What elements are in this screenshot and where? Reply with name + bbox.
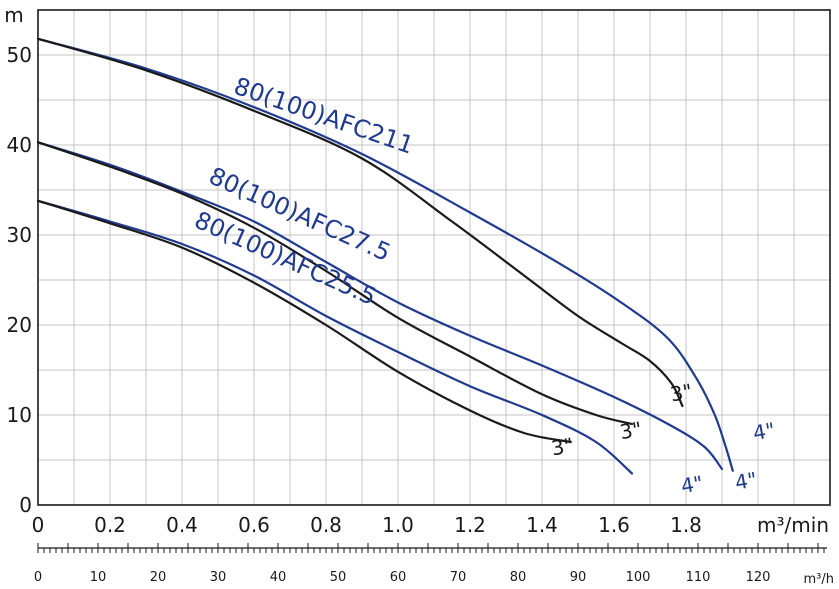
x-tick-label: 1.0 xyxy=(382,513,414,537)
x-tick-label: 0.4 xyxy=(166,513,198,537)
curve-labels: 80(100)AFC21180(100)AFC27.580(100)AFC25.… xyxy=(190,72,777,498)
secondary-axis-unit: m³/h xyxy=(804,572,835,587)
secondary-tick-label: 0 xyxy=(34,570,42,585)
secondary-x-axis: 0 10 20 30 40 50 60 70 80 90 100 110 120 xyxy=(34,543,827,585)
pipe-size-label: 3" xyxy=(550,433,576,460)
secondary-tick-label: 40 xyxy=(270,570,287,585)
y-axis-labels: 0 10 20 30 40 50 xyxy=(7,43,32,517)
y-tick-label: 40 xyxy=(7,133,32,157)
secondary-tick-label: 80 xyxy=(510,570,527,585)
secondary-tick-label: 60 xyxy=(390,570,407,585)
x-tick-label: 1.8 xyxy=(670,513,702,537)
curve-line xyxy=(36,37,684,408)
y-tick-label: 0 xyxy=(19,493,32,517)
curve-line xyxy=(36,199,572,444)
pipe-size-label: 3" xyxy=(668,379,694,406)
y-axis-unit: m xyxy=(4,3,23,27)
pipe-size-label: 3" xyxy=(618,417,644,444)
x-tick-label: 1.2 xyxy=(454,513,486,537)
y-tick-label: 30 xyxy=(7,223,32,247)
pipe-size-label: 4" xyxy=(679,471,705,498)
secondary-tick-label: 50 xyxy=(330,570,347,585)
performance-curves xyxy=(36,37,734,475)
x-tick-label: 0.2 xyxy=(94,513,126,537)
secondary-tick-label: 110 xyxy=(686,570,711,585)
y-tick-label: 10 xyxy=(7,403,32,427)
x-axis-labels: 0 0.2 0.4 0.6 0.8 1.0 1.2 1.4 1.6 1.8 xyxy=(32,513,702,537)
grid xyxy=(38,10,830,505)
y-tick-label: 50 xyxy=(7,43,32,67)
curve-line xyxy=(36,141,724,471)
secondary-tick-label: 90 xyxy=(570,570,587,585)
x-axis-unit: m³/min xyxy=(757,513,829,537)
pipe-size-label: 4" xyxy=(733,467,759,494)
secondary-tick-label: 20 xyxy=(150,570,167,585)
y-tick-label: 20 xyxy=(7,313,32,337)
plot-frame xyxy=(37,9,831,506)
model-label: 80(100)AFC211 xyxy=(230,72,417,160)
secondary-tick-label: 30 xyxy=(210,570,227,585)
pipe-size-label: 4" xyxy=(751,418,777,445)
secondary-tick-label: 100 xyxy=(626,570,651,585)
curve-line xyxy=(36,37,734,472)
x-tick-label: 0.8 xyxy=(310,513,342,537)
x-tick-label: 1.6 xyxy=(598,513,630,537)
secondary-tick-label: 10 xyxy=(90,570,107,585)
secondary-tick-label: 70 xyxy=(450,570,467,585)
curve-line xyxy=(36,141,634,426)
secondary-tick-label: 120 xyxy=(746,570,771,585)
x-tick-label: 1.4 xyxy=(526,513,558,537)
x-tick-label: 0 xyxy=(32,513,45,537)
x-tick-label: 0.6 xyxy=(238,513,270,537)
curve-line xyxy=(36,199,634,475)
